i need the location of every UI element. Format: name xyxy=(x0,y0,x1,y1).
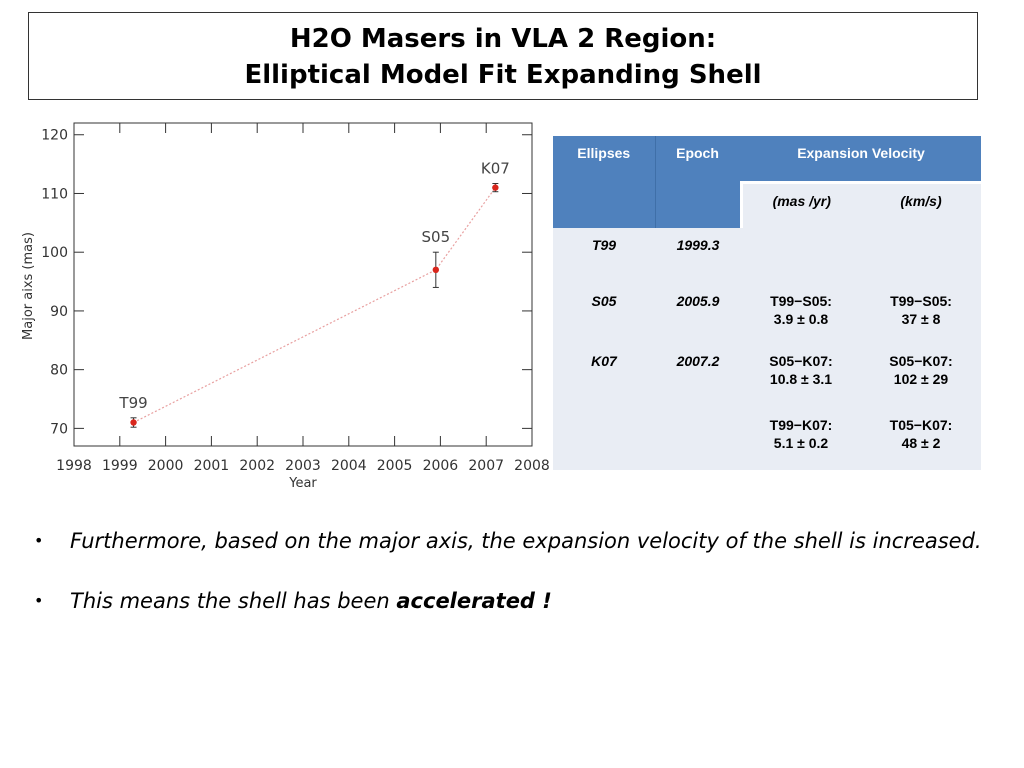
y-tick-label: 90 xyxy=(50,304,68,320)
x-tick-label: 2008 xyxy=(514,458,550,474)
row-velocity-mas: T99−S05: 3.9 ± 0.8 xyxy=(741,284,861,344)
bullet-emphasis: accelerated ! xyxy=(396,589,552,613)
bullet-item: • Furthermore, based on the major axis, … xyxy=(30,526,990,556)
y-axis-label: Major aixs (mas) xyxy=(21,232,36,340)
axis-ticks xyxy=(73,123,533,446)
row-velocity-mas: T99−K07: 5.1 ± 0.2 xyxy=(741,408,861,470)
row-epoch: 2005.9 xyxy=(655,284,741,344)
row-velocity-kms: T05−K07: 48 ± 2 xyxy=(861,408,981,470)
row-velocity-kms xyxy=(861,228,981,284)
table-row: T99 1999.3 xyxy=(553,228,981,284)
header-expansion-velocity: Expansion Velocity xyxy=(741,136,981,182)
x-tick-label: 2002 xyxy=(239,458,275,474)
x-tick-label: 2005 xyxy=(377,458,413,474)
x-tick-label: 2003 xyxy=(285,458,321,474)
data-points: T99 S05 K07 xyxy=(118,159,510,428)
header-unit-kms: (km/s) xyxy=(861,180,981,228)
bullet-marker: • xyxy=(34,531,44,550)
row-velocity-kms: T99−S05: 37 ± 8 xyxy=(861,284,981,344)
point-label: T99 xyxy=(118,394,147,412)
row-velocity-mas: S05−K07: 10.8 ± 3.1 xyxy=(741,344,861,408)
x-tick-label: 2001 xyxy=(194,458,230,474)
row-ellipse xyxy=(553,408,655,470)
bullet-marker: • xyxy=(34,591,44,610)
title-box: H2O Masers in VLA 2 Region: Elliptical M… xyxy=(28,12,978,100)
x-tick-label: 2000 xyxy=(148,458,184,474)
series-connector-line xyxy=(133,187,496,424)
row-velocity-kms: S05−K07: 102 ± 29 xyxy=(861,344,981,408)
slide-title-line1: H2O Masers in VLA 2 Region: xyxy=(289,24,717,54)
row-epoch xyxy=(655,408,741,470)
row-ellipse: S05 xyxy=(553,284,655,344)
header-epoch: Epoch xyxy=(655,136,741,228)
y-tick-label: 110 xyxy=(41,186,68,202)
row-epoch: 1999.3 xyxy=(655,228,741,284)
x-tick-label: 2004 xyxy=(331,458,367,474)
y-tick-label: 120 xyxy=(41,128,68,144)
x-tick-label: 1998 xyxy=(56,458,92,474)
bullet-list: • Furthermore, based on the major axis, … xyxy=(30,526,990,616)
table-row: T99−K07: 5.1 ± 0.2 T05−K07: 48 ± 2 xyxy=(553,408,981,470)
row-epoch: 2007.2 xyxy=(655,344,741,408)
row-ellipse: K07 xyxy=(553,344,655,408)
major-axis-chart: 70 80 90 100 110 120 1998 1999 2000 2001 2002 2003… xyxy=(21,122,550,491)
y-tick-label: 70 xyxy=(50,421,68,437)
slide-title-line2: Elliptical Model Fit Expanding Shell xyxy=(244,60,762,90)
y-tick-label: 80 xyxy=(50,363,68,379)
expansion-velocity-table: Ellipses Epoch Expansion Velocity (mas /… xyxy=(553,136,981,470)
x-tick-label: 1999 xyxy=(102,458,138,474)
x-tick-label: 2007 xyxy=(468,458,504,474)
header-unit-mas: (mas /yr) xyxy=(739,180,861,228)
bullet-text: Furthermore, based on the major axis, th… xyxy=(70,529,982,553)
data-point xyxy=(492,184,499,191)
y-tick-label: 100 xyxy=(41,245,68,261)
point-label: S05 xyxy=(422,228,451,246)
x-tick-labels: 1998 1999 2000 2001 2002 2003 2004 2005 2006 2007… xyxy=(56,458,550,474)
table-row: S05 2005.9 T99−S05: 3.9 ± 0.8 T99−S05: 37 … xyxy=(553,284,981,344)
bullet-item: • This means the shell has been accelera… xyxy=(30,586,990,616)
data-point xyxy=(432,266,440,274)
bullet-text: This means the shell has been xyxy=(70,589,397,613)
table-row: K07 2007.2 S05−K07: 10.8 ± 3.1 S05−K07: 10… xyxy=(553,344,981,408)
point-label: K07 xyxy=(481,159,510,177)
x-tick-label: 2006 xyxy=(423,458,459,474)
row-velocity-mas xyxy=(741,228,861,284)
header-ellipses: Ellipses xyxy=(553,136,656,228)
data-point xyxy=(130,419,137,426)
x-axis-label: Year xyxy=(288,476,317,491)
row-ellipse: T99 xyxy=(553,228,655,284)
y-tick-labels: 70 80 90 100 110 120 xyxy=(41,128,68,438)
